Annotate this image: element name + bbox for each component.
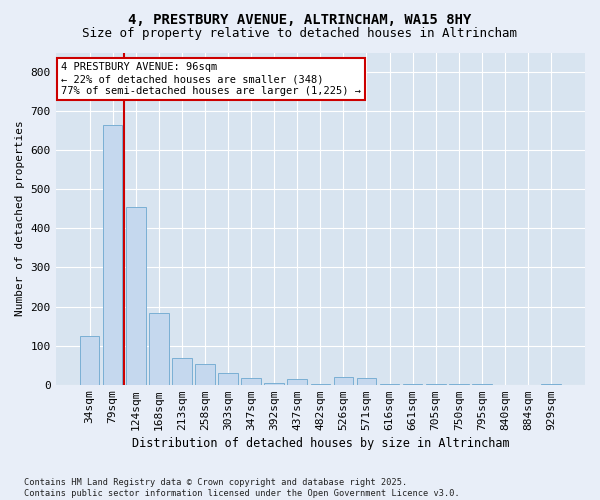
Bar: [218, 373, 238, 384]
Bar: [172, 358, 191, 384]
Text: Contains HM Land Registry data © Crown copyright and database right 2025.
Contai: Contains HM Land Registry data © Crown c…: [24, 478, 460, 498]
Bar: [195, 364, 215, 384]
Bar: [287, 379, 307, 384]
Bar: [80, 336, 100, 384]
Bar: [265, 382, 284, 384]
X-axis label: Distribution of detached houses by size in Altrincham: Distribution of detached houses by size …: [131, 437, 509, 450]
Bar: [126, 207, 146, 384]
Y-axis label: Number of detached properties: Number of detached properties: [15, 120, 25, 316]
Bar: [149, 313, 169, 384]
Bar: [334, 377, 353, 384]
Text: 4, PRESTBURY AVENUE, ALTRINCHAM, WA15 8HY: 4, PRESTBURY AVENUE, ALTRINCHAM, WA15 8H…: [128, 12, 472, 26]
Bar: [103, 125, 122, 384]
Bar: [356, 378, 376, 384]
Text: 4 PRESTBURY AVENUE: 96sqm
← 22% of detached houses are smaller (348)
77% of semi: 4 PRESTBURY AVENUE: 96sqm ← 22% of detac…: [61, 62, 361, 96]
Bar: [241, 378, 261, 384]
Text: Size of property relative to detached houses in Altrincham: Size of property relative to detached ho…: [83, 28, 517, 40]
